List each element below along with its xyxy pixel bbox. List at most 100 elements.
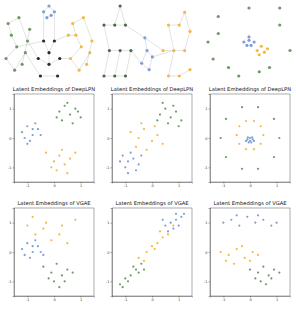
point	[42, 227, 44, 229]
axis-line	[111, 209, 113, 297]
network-panel	[206, 6, 291, 77]
tick-mark	[209, 138, 211, 139]
edge	[73, 18, 84, 24]
point	[127, 172, 129, 174]
node	[249, 44, 252, 47]
node	[145, 49, 148, 52]
point	[64, 280, 66, 282]
point	[21, 248, 23, 250]
node	[143, 36, 146, 39]
nodes	[102, 4, 191, 77]
point	[270, 225, 272, 227]
point	[74, 108, 76, 110]
node	[266, 47, 269, 50]
point	[66, 269, 68, 271]
node	[113, 74, 116, 77]
point	[225, 260, 227, 262]
point	[135, 169, 137, 171]
edge	[28, 29, 30, 41]
chart-title: Latent Embeddings of VGAE	[213, 200, 286, 207]
point	[249, 260, 251, 262]
point	[220, 137, 222, 139]
node	[74, 34, 77, 37]
point	[26, 225, 28, 227]
point	[40, 134, 42, 136]
tick-label: 1	[107, 107, 109, 111]
tick-label: -1	[124, 298, 128, 302]
point	[50, 271, 52, 273]
node	[242, 40, 245, 43]
tick-label: 0	[107, 137, 109, 141]
tick: -1	[26, 182, 30, 188]
point	[262, 266, 264, 268]
node	[7, 22, 10, 25]
node	[102, 74, 105, 77]
edge	[145, 38, 147, 51]
node	[69, 57, 72, 60]
edge	[87, 41, 92, 64]
node	[151, 55, 154, 58]
edge	[76, 35, 81, 47]
nodes	[206, 6, 291, 77]
point	[162, 219, 164, 221]
tick-mark	[209, 281, 211, 282]
point	[42, 266, 44, 268]
tick-mark	[111, 109, 113, 110]
y-axis: -101	[106, 209, 113, 297]
point	[122, 286, 124, 288]
node	[172, 49, 175, 52]
tick-mark	[111, 167, 113, 168]
x-axis: -101	[113, 296, 193, 302]
point	[146, 149, 148, 151]
point	[32, 134, 34, 136]
edge	[115, 51, 120, 76]
point	[138, 271, 140, 273]
point	[260, 280, 262, 282]
edge	[8, 24, 11, 36]
tick-label: -1	[8, 166, 12, 170]
edge	[25, 53, 40, 76]
tick-label: 1	[107, 221, 109, 225]
point	[135, 146, 137, 148]
point	[34, 122, 36, 124]
point	[130, 274, 132, 276]
point	[154, 125, 156, 127]
point	[260, 143, 262, 145]
point	[132, 157, 134, 159]
edge	[17, 41, 44, 47]
point	[225, 156, 227, 158]
point	[262, 219, 264, 221]
chart-title: Latent Embeddings of DeepLPN	[13, 86, 95, 93]
edge	[179, 70, 190, 76]
node	[263, 51, 266, 54]
point	[53, 160, 55, 162]
edge	[131, 51, 142, 64]
point	[72, 271, 74, 273]
node	[45, 16, 48, 19]
node	[119, 4, 122, 7]
point	[64, 105, 66, 107]
node	[47, 51, 50, 54]
point	[21, 131, 23, 133]
point	[37, 128, 39, 130]
point	[138, 163, 140, 165]
tick: 1	[178, 296, 180, 302]
edge	[126, 51, 131, 76]
edge	[40, 76, 57, 77]
point	[180, 119, 182, 121]
y-axis: -101	[204, 209, 211, 297]
point	[162, 143, 164, 145]
edge	[115, 6, 120, 25]
point	[175, 111, 177, 113]
node	[85, 63, 88, 66]
point	[159, 230, 161, 232]
point	[178, 125, 180, 127]
tick-mark	[111, 223, 113, 224]
edge	[71, 59, 80, 71]
point	[74, 152, 76, 154]
tick: 1	[276, 182, 278, 188]
node	[24, 51, 27, 54]
tick-label: -1	[26, 298, 30, 302]
point	[29, 257, 31, 259]
edge	[109, 50, 120, 51]
